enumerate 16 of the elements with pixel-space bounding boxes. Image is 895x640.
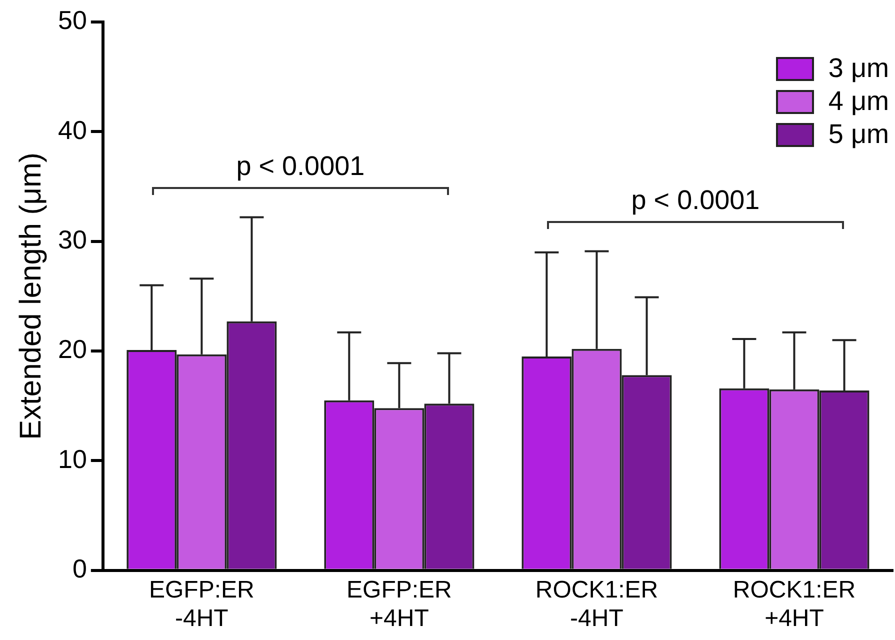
y-tick-label: 50	[58, 5, 87, 36]
y-tick-label: 10	[58, 444, 87, 474]
legend-label: 5 μm	[828, 119, 889, 150]
y-axis-title: Extended length (μm)	[14, 152, 48, 440]
x-tick-label: ROCK1:ER +4HT	[732, 576, 856, 632]
annotation: p < 0.0001	[236, 151, 365, 182]
y-tick-label: 40	[58, 114, 87, 145]
legend-label: 3 μm	[828, 53, 889, 84]
legend-label: 4 μm	[828, 86, 889, 117]
annotation: p < 0.0001	[631, 185, 760, 216]
y-tick-label: 30	[58, 224, 87, 255]
y-tick-label: 20	[58, 334, 87, 364]
x-tick-label: ROCK1:ER -4HT	[535, 576, 658, 632]
x-tick-label: EGFP:ER +4HT	[346, 576, 452, 632]
y-tick-label: 0	[72, 554, 87, 584]
x-tick-label: EGFP:ER -4HT	[149, 576, 254, 632]
